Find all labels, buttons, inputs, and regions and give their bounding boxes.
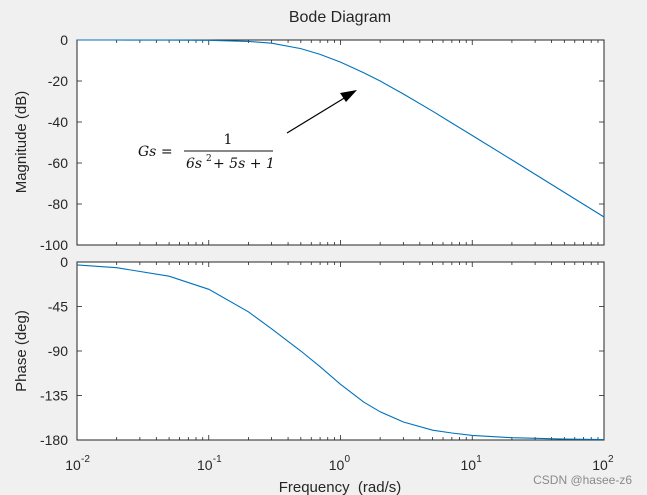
phase-y-tick-label: -45 bbox=[48, 299, 68, 315]
x-tick-label: 10 -2 bbox=[65, 454, 90, 473]
phase-y-tick-labels: 0 -45 -90 -135 -180 bbox=[40, 254, 68, 448]
annotation-denominator-tail: + 5s + 1 bbox=[213, 156, 275, 172]
annotation-arrow-shaft bbox=[286, 96, 347, 134]
magnitude-y-tick-labels: 0 -20 -40 -60 -80 -100 bbox=[40, 32, 68, 253]
magnitude-series-line bbox=[77, 39, 605, 218]
x-tick-label: 10 2 bbox=[592, 454, 614, 473]
watermark: CSDN @hasee-z6 bbox=[533, 473, 632, 487]
x-tick-base: 10 bbox=[460, 457, 476, 473]
magnitude-y-axis-label: Magnitude (dB) bbox=[13, 91, 30, 194]
magnitude-y-tick-label: -20 bbox=[48, 73, 68, 89]
x-tick-exponent: 1 bbox=[476, 454, 482, 465]
x-tick-label: 10 1 bbox=[460, 454, 482, 473]
x-tick-base: 10 bbox=[592, 457, 608, 473]
magnitude-y-tick-label: -40 bbox=[48, 114, 68, 130]
phase-y-tick-label: -135 bbox=[40, 388, 68, 404]
chart-title: Bode Diagram bbox=[289, 9, 391, 26]
magnitude-y-tick-label: -60 bbox=[48, 155, 68, 171]
x-tick-base: 10 bbox=[65, 457, 81, 473]
phase-y-axis-label: Phase (deg) bbox=[13, 310, 30, 392]
annotation-numerator: 1 bbox=[224, 132, 233, 148]
annotation-denominator-lead: 6s bbox=[186, 156, 202, 172]
phase-plot-area bbox=[76, 261, 605, 441]
x-tick-labels: 10 -2 10 -1 10 0 10 1 10 2 bbox=[65, 454, 614, 473]
x-tick-exponent: 2 bbox=[608, 454, 614, 465]
phase-y-tick-label: -180 bbox=[40, 432, 68, 448]
x-tick-exponent: 0 bbox=[345, 454, 351, 465]
magnitude-plot-area bbox=[76, 39, 605, 246]
transfer-function-annotation: Gs = 1 6s 2 + 5s + 1 bbox=[138, 132, 275, 172]
x-axis-label: Frequency (rad/s) bbox=[279, 479, 402, 495]
annotation-arrow-head bbox=[340, 90, 357, 102]
annotation-denominator-power: 2 bbox=[206, 154, 212, 164]
phase-ticks bbox=[76, 261, 604, 441]
magnitude-y-tick-label: 0 bbox=[60, 32, 68, 48]
x-tick-base: 10 bbox=[329, 457, 345, 473]
x-tick-label: 10 -1 bbox=[197, 454, 222, 473]
phase-series-line bbox=[76, 264, 605, 441]
x-tick-exponent: -2 bbox=[81, 454, 90, 465]
phase-y-tick-label: -90 bbox=[48, 343, 68, 359]
magnitude-y-tick-label: -80 bbox=[48, 196, 68, 212]
x-tick-base: 10 bbox=[197, 457, 213, 473]
annotation-lhs: Gs = bbox=[138, 144, 173, 160]
x-tick-label: 10 0 bbox=[329, 454, 351, 473]
phase-y-tick-label: 0 bbox=[60, 254, 68, 270]
x-tick-exponent: -1 bbox=[213, 454, 222, 465]
magnitude-y-tick-label: -100 bbox=[40, 237, 68, 253]
